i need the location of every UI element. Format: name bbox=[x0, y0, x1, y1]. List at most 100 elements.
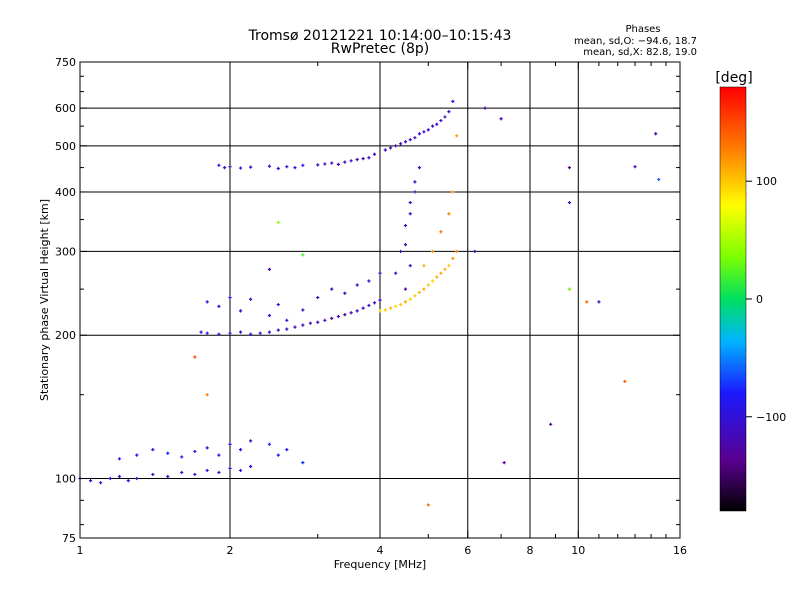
data-point bbox=[301, 163, 305, 167]
data-point bbox=[439, 230, 443, 234]
data-point bbox=[633, 165, 637, 169]
data-point bbox=[193, 355, 197, 359]
data-point bbox=[267, 267, 272, 272]
y-tick-label: 300 bbox=[55, 245, 76, 258]
data-point bbox=[285, 165, 289, 169]
data-point bbox=[117, 457, 122, 461]
data-point bbox=[316, 163, 320, 167]
y-tick-label: 75 bbox=[62, 532, 76, 545]
data-point bbox=[135, 476, 139, 481]
colorbar-ticks: 100 0 −100 bbox=[746, 175, 786, 424]
data-point bbox=[301, 253, 305, 257]
y-tick-label: 200 bbox=[55, 329, 76, 342]
data-point bbox=[502, 461, 506, 465]
data-point bbox=[408, 138, 412, 142]
colorbar-tick-label: 0 bbox=[756, 293, 763, 306]
data-point bbox=[383, 308, 387, 312]
data-point bbox=[388, 146, 393, 150]
data-point bbox=[205, 446, 209, 450]
data-point bbox=[276, 302, 280, 307]
data-point bbox=[349, 159, 353, 163]
data-point bbox=[367, 279, 371, 283]
data-point bbox=[180, 455, 184, 459]
data-point bbox=[249, 439, 253, 443]
x-tick-label: 10 bbox=[571, 544, 585, 557]
data-point bbox=[293, 166, 297, 170]
data-point bbox=[323, 318, 327, 322]
data-point bbox=[301, 323, 305, 327]
data-point bbox=[399, 249, 403, 254]
data-point bbox=[343, 312, 347, 317]
data-point bbox=[439, 118, 443, 123]
data-point bbox=[355, 283, 359, 287]
data-point bbox=[316, 320, 320, 324]
colorbar bbox=[719, 86, 747, 512]
data-point bbox=[430, 124, 435, 128]
data-point bbox=[199, 330, 203, 334]
data-point bbox=[597, 300, 601, 304]
x-tick-label: 16 bbox=[673, 544, 687, 557]
data-point bbox=[361, 157, 365, 161]
data-point bbox=[258, 331, 262, 335]
legend-line-o: mean, sd,O: −94.6, 18.7 bbox=[574, 36, 697, 47]
data-point bbox=[413, 136, 417, 140]
data-point bbox=[413, 180, 417, 184]
data-point bbox=[447, 212, 451, 216]
data-point bbox=[151, 472, 155, 477]
data-point bbox=[408, 264, 412, 268]
data-point bbox=[267, 330, 272, 334]
data-point bbox=[403, 287, 408, 291]
data-point bbox=[430, 249, 435, 254]
data-point bbox=[378, 271, 382, 275]
data-point bbox=[249, 297, 253, 301]
data-point bbox=[567, 200, 572, 205]
data-point bbox=[217, 304, 221, 308]
scatter-points bbox=[78, 99, 661, 507]
data-point bbox=[238, 468, 243, 473]
data-point bbox=[403, 243, 408, 247]
data-point bbox=[336, 162, 340, 167]
data-point bbox=[408, 200, 412, 205]
data-point bbox=[394, 271, 398, 275]
data-point bbox=[249, 165, 253, 169]
y-axis-ticks: 75 100 200 300 400 500 600 750 bbox=[55, 56, 680, 545]
data-point bbox=[413, 190, 417, 194]
data-point bbox=[285, 448, 289, 452]
x-tick-label: 4 bbox=[377, 544, 384, 557]
data-point bbox=[205, 393, 209, 397]
data-point bbox=[228, 442, 232, 446]
y-tick-label: 750 bbox=[55, 56, 76, 69]
data-point bbox=[276, 328, 280, 332]
data-point bbox=[378, 309, 382, 313]
data-point bbox=[413, 294, 417, 298]
data-point bbox=[451, 190, 455, 194]
data-point bbox=[403, 300, 408, 304]
data-point bbox=[88, 479, 93, 483]
data-point bbox=[567, 166, 572, 170]
data-point bbox=[217, 163, 221, 167]
data-point bbox=[473, 249, 477, 254]
data-point bbox=[499, 117, 503, 121]
data-point bbox=[447, 264, 451, 268]
x-axis-ticks: 1 2 4 6 8 10 16 bbox=[77, 62, 687, 557]
y-tick-label: 500 bbox=[55, 140, 76, 153]
data-point bbox=[447, 110, 451, 114]
data-point bbox=[349, 311, 353, 315]
data-point bbox=[430, 279, 435, 283]
data-point bbox=[228, 331, 232, 335]
data-point bbox=[451, 256, 455, 261]
grid-lines bbox=[80, 62, 680, 538]
data-point bbox=[285, 318, 289, 322]
data-point bbox=[276, 453, 280, 457]
data-point bbox=[567, 287, 572, 291]
data-point bbox=[426, 283, 430, 287]
data-point bbox=[285, 327, 289, 331]
data-point bbox=[126, 479, 130, 483]
data-point bbox=[293, 325, 297, 329]
data-point bbox=[316, 295, 320, 300]
data-point bbox=[443, 115, 447, 119]
data-point bbox=[151, 448, 155, 452]
chart-subtitle: RwPretec (8p) bbox=[331, 41, 429, 57]
colorbar-tick-label: 100 bbox=[756, 175, 777, 188]
